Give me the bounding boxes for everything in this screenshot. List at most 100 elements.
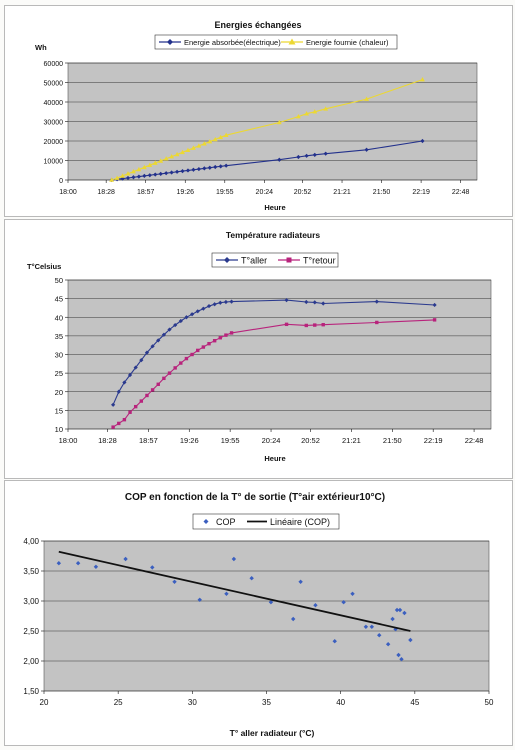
y-tick-label: 20 — [55, 388, 63, 397]
data-point — [133, 404, 138, 409]
data-point — [201, 141, 207, 146]
chart-title: Energies échangées — [214, 20, 301, 30]
x-tick-label: 18:57 — [137, 189, 155, 196]
data-point — [169, 170, 174, 175]
data-point — [432, 318, 437, 322]
x-tick-label: 22:19 — [412, 189, 430, 196]
chart-title: Température radiateurs — [226, 230, 321, 240]
x-tick-label: 18:57 — [139, 436, 158, 445]
legend-label-trend: Linéaire (COP) — [270, 517, 330, 527]
data-point — [276, 119, 282, 125]
y-tick-label: 3,00 — [23, 597, 39, 606]
y-tick-label: 40 — [55, 313, 63, 322]
data-point — [323, 151, 328, 156]
data-point — [145, 393, 149, 398]
legend-label-aller: T°aller — [241, 256, 267, 266]
x-tick-label: 18:00 — [59, 436, 78, 445]
legend-label-heat: Energie fournie (chaleur) — [306, 38, 389, 47]
data-point — [116, 389, 121, 394]
cop-chart-panel: COP en fonction de la T° de sortie (T°ai… — [4, 480, 513, 746]
y-tick-label: 50000 — [44, 81, 64, 88]
y-axis-unit: T°Celsius — [27, 262, 61, 271]
data-point — [321, 301, 326, 306]
data-point — [304, 299, 309, 305]
legend-diamond-icon — [167, 39, 173, 45]
y-tick-label: 2,50 — [23, 627, 39, 636]
x-axis-label: Heure — [264, 454, 285, 463]
data-point — [131, 175, 136, 180]
data-point — [364, 147, 369, 152]
data-point — [231, 556, 237, 562]
temperature-chart: Température radiateurs T°aller T°retour … — [27, 230, 492, 463]
energy-chart: Energies échangées Energie absorbée(élec… — [35, 20, 478, 212]
data-point — [109, 177, 115, 182]
y-tick-label: 40000 — [44, 100, 64, 107]
data-point — [136, 166, 142, 172]
data-point — [180, 149, 185, 155]
trend-line — [58, 550, 411, 632]
data-point — [291, 616, 296, 622]
data-point — [139, 399, 144, 403]
data-point — [169, 154, 175, 159]
data-point — [312, 152, 317, 157]
data-point — [123, 556, 128, 562]
data-point — [150, 388, 155, 392]
data-point — [277, 157, 282, 162]
plot-area: 0 10000 20000 30000 40000 50000 60000 18:00 18:2… — [44, 61, 478, 196]
data-point — [136, 174, 141, 179]
y-tick-label: 1,50 — [23, 687, 39, 696]
legend-box — [211, 252, 339, 268]
data-point — [141, 164, 147, 170]
x-tick-label: 21:21 — [333, 189, 351, 196]
data-point — [213, 164, 218, 170]
data-point — [296, 154, 301, 160]
data-point — [212, 136, 218, 142]
x-axis-label: T° aller radiateur (°C) — [230, 728, 315, 738]
x-tick-label: 50 — [485, 698, 494, 707]
data-point — [111, 425, 115, 429]
y-tick-label: 10 — [55, 425, 63, 434]
series-line — [112, 319, 435, 428]
data-point — [364, 96, 369, 101]
y-tick-label: 0 — [59, 178, 63, 185]
data-point — [212, 339, 217, 343]
data-point — [156, 382, 160, 386]
data-point — [304, 323, 308, 328]
data-point — [375, 320, 379, 325]
x-tick-label: 18:28 — [98, 436, 117, 445]
y-tick-label: 45 — [55, 295, 63, 304]
x-tick-label: 30 — [188, 698, 197, 707]
data-point — [420, 138, 425, 144]
chart-title: COP en fonction de la T° de sortie (T°ai… — [125, 492, 385, 503]
data-point — [284, 298, 289, 303]
data-point — [304, 153, 309, 158]
x-tick-label: 25 — [114, 698, 123, 707]
data-point — [224, 163, 229, 168]
data-point — [128, 410, 132, 414]
x-tick-label: 21:21 — [342, 436, 361, 445]
data-point — [114, 175, 120, 180]
data-point — [125, 175, 131, 181]
data-point — [142, 173, 147, 179]
cop-chart: COP en fonction de la T° de sortie (T°ai… — [23, 492, 494, 738]
y-tick-label: 35 — [55, 332, 63, 341]
legend: T°aller T°retour — [211, 252, 339, 268]
data-point — [190, 352, 194, 357]
data-point — [191, 145, 196, 150]
data-point — [390, 616, 395, 622]
data-point — [163, 156, 169, 161]
y-tick-label: 15 — [55, 406, 63, 415]
data-point — [174, 169, 180, 174]
x-tick-label: 20:24 — [262, 436, 281, 445]
plot-area: 10 15 20 25 30 35 40 45 50 18:00 18:28 18:57 19:26 19… — [55, 276, 492, 445]
y-tick-label: 2,00 — [23, 657, 39, 666]
data-point — [312, 109, 318, 114]
data-point — [218, 134, 224, 140]
x-tick-label: 20:24 — [256, 189, 274, 196]
legend-triangle-icon — [288, 38, 296, 45]
data-point — [218, 336, 222, 340]
y-tick-label: 25 — [55, 369, 63, 378]
data-point — [184, 356, 189, 361]
data-point — [164, 171, 169, 176]
x-tick-label: 18:00 — [59, 189, 77, 196]
